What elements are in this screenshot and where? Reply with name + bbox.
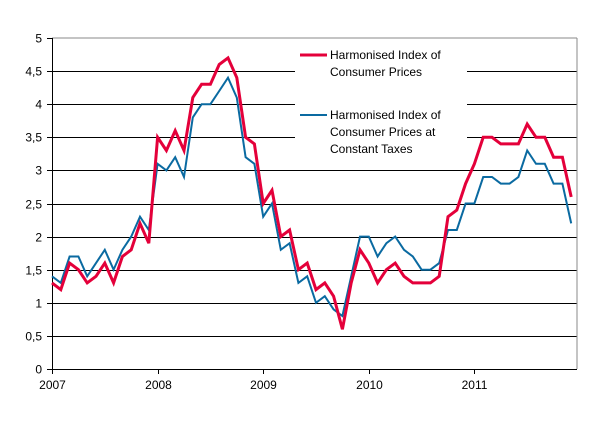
x-tick-label: 2008 xyxy=(145,378,172,392)
y-tick-label: 3,5 xyxy=(25,131,42,145)
legend: Harmonised Index of Consumer Prices Harmon… xyxy=(295,43,467,161)
y-tick-label: 0,5 xyxy=(25,330,42,344)
y-tick-label: 2,5 xyxy=(25,198,42,212)
x-axis: 2007 2008 2009 2010 2011 xyxy=(39,369,577,392)
series-line-hicp-constant-taxes xyxy=(51,75,573,318)
y-tick-label: 2 xyxy=(35,231,42,245)
x-tick-label: 2009 xyxy=(250,378,277,392)
plot-frame xyxy=(52,37,578,369)
x-tick-label: 2007 xyxy=(39,378,66,392)
y-tick-label: 5 xyxy=(35,32,42,46)
x-tick-label: 2010 xyxy=(356,378,383,392)
y-tick-label: 4,5 xyxy=(25,65,42,79)
y-tick-label: 1 xyxy=(35,297,42,311)
y-tick-label: 4 xyxy=(35,98,42,112)
x-tick-label: 2011 xyxy=(462,378,488,392)
series-lines xyxy=(51,55,573,330)
y-tick-label: 0 xyxy=(35,363,42,377)
y-tick-label: 3 xyxy=(35,164,42,178)
legend-label: Harmonised Index of xyxy=(330,108,441,122)
y-tick-label: 1,5 xyxy=(25,264,42,278)
legend-label: Constant Taxes xyxy=(330,142,413,156)
legend-label: Consumer Prices at xyxy=(330,125,436,139)
series-line-hicp xyxy=(51,55,573,330)
legend-label: Harmonised Index of xyxy=(330,48,441,62)
legend-background xyxy=(295,43,467,161)
legend-label: Consumer Prices xyxy=(330,65,422,79)
y-axis: 0 0,5 1 1,5 2 2,5 3 3,5 4 4,5 5 xyxy=(25,32,53,377)
